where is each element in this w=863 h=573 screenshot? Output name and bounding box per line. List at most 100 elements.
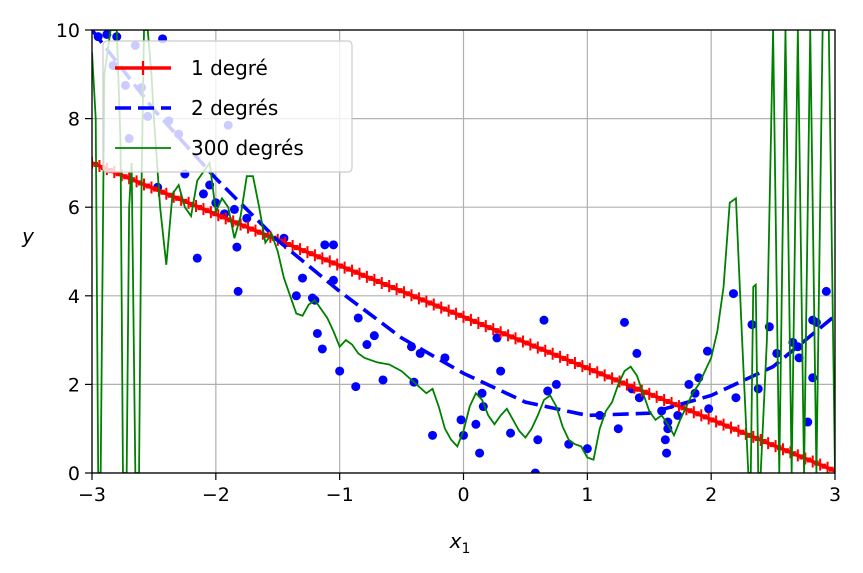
series-line-2-degres — [92, 30, 835, 418]
legend-item: 1 degré — [115, 56, 268, 80]
series-marker-1-degre — [412, 292, 425, 305]
x-axis-label-base: x — [449, 529, 462, 553]
series-marker-1-degre — [242, 221, 255, 234]
legend: 1 degré 2 degrés 300 degrés — [102, 40, 353, 173]
scatter-point — [731, 393, 741, 403]
series-marker-1-degre — [710, 415, 723, 428]
scatter-point — [475, 448, 485, 458]
series-marker-1-degre — [546, 347, 559, 360]
x-tick-label: −2 — [202, 484, 230, 506]
scatter-point — [353, 313, 363, 323]
scatter-point — [619, 317, 629, 327]
series-marker-1-degre — [138, 178, 151, 191]
series-marker-1-degre — [464, 313, 477, 326]
x-tick-label: −3 — [78, 484, 106, 506]
legend-box — [102, 40, 353, 173]
scatter-point — [198, 189, 208, 199]
series-line-300-degres — [92, 30, 835, 473]
x-tick-label: 3 — [829, 484, 841, 506]
scatter-point — [317, 344, 327, 354]
series-marker-1-degre — [227, 215, 240, 228]
ticks: −3 −2 −1 0 1 2 3 0 2 4 6 8 10 — [56, 20, 841, 506]
series-marker-1-degre — [479, 320, 492, 333]
scatter-point — [291, 291, 301, 301]
scatter-point — [704, 404, 714, 414]
series-marker-1-degre — [197, 203, 210, 216]
series-marker-1-degre — [442, 304, 455, 317]
x-tick-label: 1 — [581, 484, 593, 506]
x-axis-label: x1 — [449, 529, 471, 557]
series-marker-1-degre — [487, 323, 500, 336]
legend-item: 300 degrés — [115, 136, 304, 160]
series-marker-1-degre — [375, 276, 388, 289]
scatter-point — [335, 366, 345, 376]
series-marker-1-degre — [323, 255, 336, 268]
series-marker-1-degre — [672, 400, 685, 413]
series-marker-1-degre — [724, 421, 737, 434]
series-marker-1-degre — [338, 261, 351, 274]
legend-marker — [137, 61, 149, 75]
legend-label: 2 degrés — [191, 96, 278, 120]
series-marker-1-degre — [821, 461, 834, 473]
series-marker-1-degre — [502, 329, 515, 342]
series-marker-1-degre — [212, 209, 225, 222]
scatter-point — [471, 419, 481, 429]
series-marker-1-degre — [687, 406, 700, 419]
series-marker-1-degre — [368, 273, 381, 286]
scatter-point — [229, 204, 239, 214]
series-marker-1-degre — [695, 409, 708, 422]
series-marker-1-degre — [346, 264, 359, 277]
series-marker-1-degre — [494, 326, 507, 339]
series-marker-1-degre — [420, 295, 433, 308]
series-marker-1-degre — [628, 381, 641, 394]
series-marker-1-degre — [450, 307, 463, 320]
series-marker-1-degre — [160, 187, 173, 200]
scatter-point — [613, 424, 623, 434]
scatter-point — [690, 388, 700, 398]
series-marker-1-degre — [383, 280, 396, 293]
y-tick-label: 6 — [68, 197, 80, 219]
scatter-point — [492, 333, 502, 343]
series-marker-1-degre — [316, 252, 329, 265]
series-marker-1-degre — [405, 289, 418, 302]
series-marker-1-degre — [754, 433, 767, 446]
series-marker-1-degre — [204, 206, 217, 219]
series-marker-1-degre — [524, 338, 537, 351]
legend-label: 1 degré — [191, 56, 268, 80]
scatter-point — [428, 430, 438, 440]
scatter-point — [477, 388, 487, 398]
series-marker-1-degre — [472, 317, 485, 329]
scatter-point — [551, 379, 561, 389]
series-marker-1-degre — [301, 246, 314, 259]
scatter-point — [582, 444, 592, 454]
scatter-point — [663, 424, 673, 434]
series-marker-1-degre — [234, 218, 247, 231]
series-marker-1-degre — [598, 369, 611, 382]
series-marker-1-degre — [658, 393, 671, 406]
series-marker-1-degre — [591, 366, 604, 379]
series-marker-1-degre — [791, 449, 804, 462]
series-marker-1-degre — [145, 181, 158, 194]
series-marker-1-degre — [583, 363, 596, 376]
scatter-point — [533, 435, 543, 445]
series-marker-1-degre — [435, 301, 448, 314]
y-axis-label: y — [21, 224, 35, 248]
series-marker-1-degre — [331, 258, 344, 271]
legend-item: 2 degrés — [115, 96, 278, 120]
series-marker-1-degre — [398, 286, 411, 299]
scatter-point — [811, 317, 821, 327]
series-marker-1-degre — [353, 267, 366, 280]
x-tick-label: 0 — [457, 484, 469, 506]
scatter-point — [684, 379, 694, 389]
scatter-point — [298, 273, 308, 283]
series-marker-1-degre — [249, 224, 262, 237]
y-tick-label: 10 — [56, 20, 80, 42]
y-tick-label: 0 — [68, 463, 80, 485]
series-marker-1-degre — [427, 298, 440, 311]
series-marker-1-degre — [576, 360, 589, 373]
series-marker-1-degre — [702, 412, 715, 425]
series-marker-1-degre — [294, 243, 307, 256]
scatter-point — [369, 331, 379, 341]
scatter-point — [233, 286, 243, 296]
series-marker-1-degre — [799, 452, 812, 465]
